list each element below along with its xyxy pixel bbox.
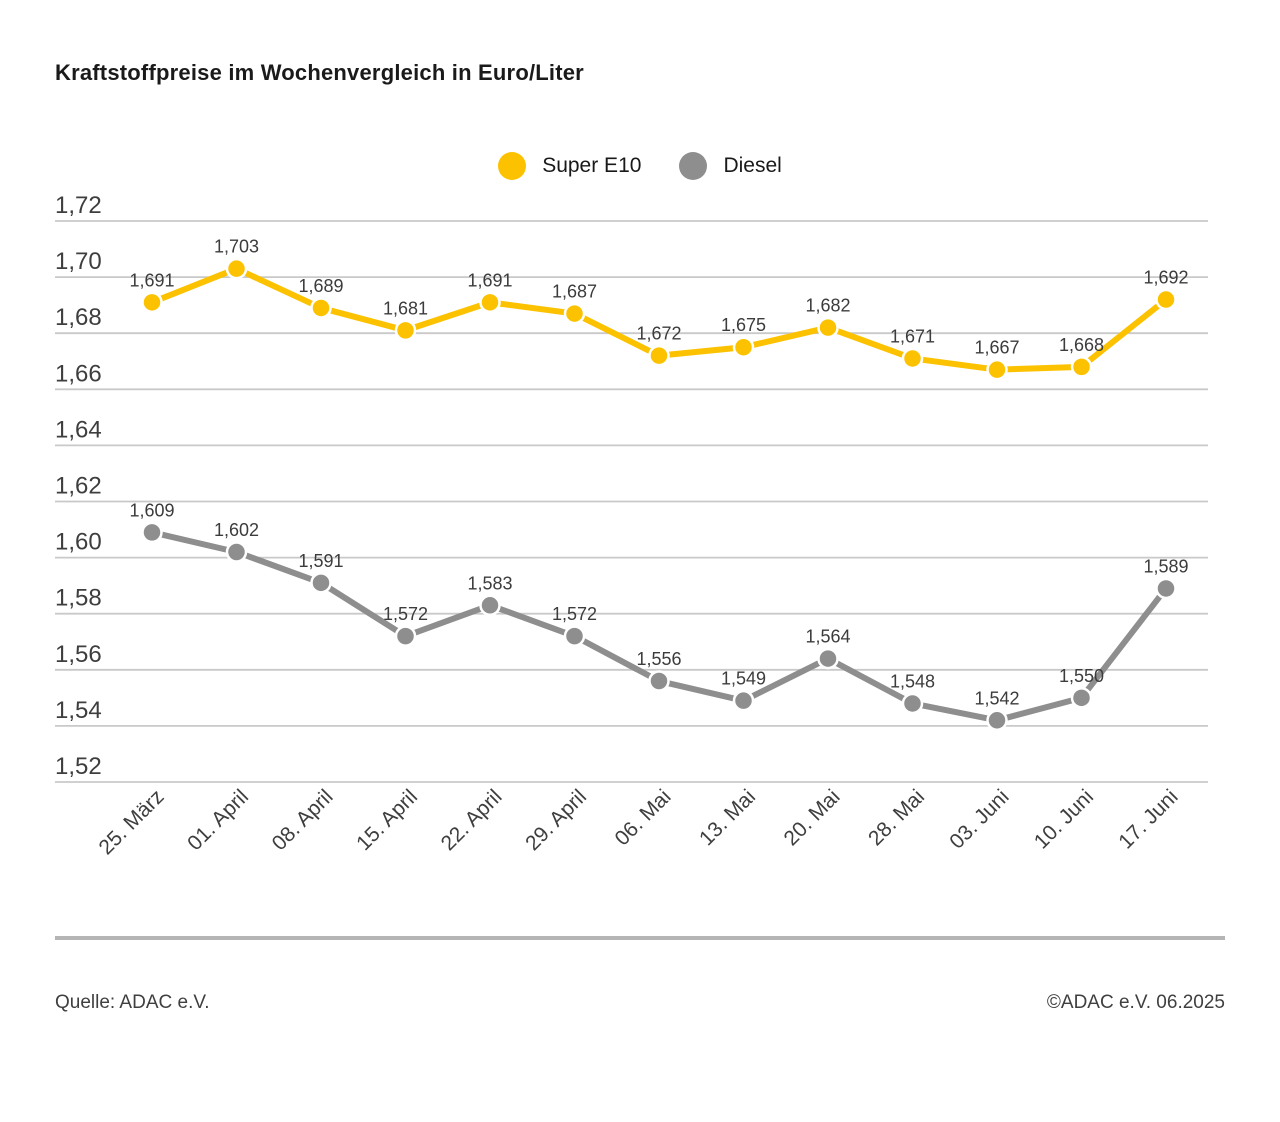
line-chart: 1,72 1,70 1,68 1,66 1,64 1,62 1,60 1,58 1,56 1,54… bbox=[55, 192, 1208, 859]
y-tick-label: 1,60 bbox=[55, 529, 102, 556]
x-tick-label: 17. Juni bbox=[1114, 785, 1182, 853]
x-tick-label: 15. April bbox=[352, 785, 422, 855]
data-point-marker bbox=[479, 594, 501, 617]
chart-legend: Super E10 Diesel bbox=[0, 152, 1280, 180]
data-point-marker bbox=[225, 257, 248, 280]
legend-label-super-e10: Super E10 bbox=[542, 154, 642, 177]
y-tick-label: 1,62 bbox=[55, 473, 102, 500]
data-point-label: 1,692 bbox=[1143, 268, 1188, 288]
data-point-label: 1,691 bbox=[129, 270, 174, 290]
data-point-label: 1,549 bbox=[721, 669, 766, 689]
data-point-marker bbox=[817, 316, 839, 339]
x-tick-label: 06. Mai bbox=[611, 785, 676, 850]
data-point-label: 1,668 bbox=[1059, 335, 1104, 355]
data-point-label: 1,687 bbox=[552, 282, 597, 302]
data-point-label: 1,591 bbox=[298, 551, 343, 571]
data-point-label: 1,556 bbox=[636, 649, 681, 669]
data-point-label: 1,672 bbox=[636, 324, 681, 344]
data-point-label: 1,675 bbox=[721, 315, 766, 335]
x-tick-label: 29. April bbox=[521, 785, 591, 855]
y-tick-label: 1,64 bbox=[55, 416, 102, 443]
data-point-marker bbox=[732, 336, 755, 358]
data-point-marker bbox=[479, 291, 501, 314]
x-tick-label: 10. Juni bbox=[1030, 785, 1098, 853]
data-point-label: 1,667 bbox=[974, 338, 1019, 358]
data-point-label: 1,583 bbox=[467, 573, 512, 593]
data-point-marker bbox=[986, 358, 1008, 381]
y-tick-label: 1,70 bbox=[55, 248, 102, 275]
data-point-label: 1,564 bbox=[805, 627, 850, 647]
data-point-label: 1,671 bbox=[890, 326, 935, 346]
x-tick-label: 25. März bbox=[94, 785, 168, 859]
x-tick-label: 22. April bbox=[437, 785, 507, 855]
data-point-marker bbox=[732, 689, 755, 712]
data-point-label: 1,589 bbox=[1143, 556, 1188, 576]
data-point-marker bbox=[394, 625, 417, 647]
data-point-marker bbox=[1070, 687, 1093, 709]
data-point-marker bbox=[817, 647, 839, 670]
data-point-label: 1,609 bbox=[129, 500, 174, 520]
x-tick-label: 20. Mai bbox=[780, 785, 845, 850]
data-point-label: 1,572 bbox=[383, 604, 428, 624]
y-tick-label: 1,72 bbox=[55, 192, 102, 219]
data-point-label: 1,691 bbox=[467, 270, 512, 290]
data-point-marker bbox=[563, 625, 586, 647]
data-point-marker bbox=[141, 291, 163, 314]
data-point-label: 1,682 bbox=[805, 296, 850, 316]
data-point-label: 1,602 bbox=[214, 520, 259, 540]
data-point-label: 1,703 bbox=[214, 237, 259, 257]
x-tick-label: 01. April bbox=[183, 785, 253, 855]
data-point-marker bbox=[310, 572, 332, 594]
footer-separator bbox=[55, 936, 1225, 940]
data-point-marker bbox=[1155, 288, 1177, 311]
diesel-legend-marker-icon bbox=[679, 152, 708, 180]
x-tick-label: 08. April bbox=[268, 785, 338, 855]
y-tick-label: 1,66 bbox=[55, 360, 102, 387]
y-tick-label: 1,68 bbox=[55, 304, 102, 331]
x-tick-label: 03. Juni bbox=[945, 785, 1013, 853]
data-point-label: 1,689 bbox=[298, 276, 343, 296]
legend-label-diesel: Diesel bbox=[723, 154, 782, 177]
legend-item-super-e10: Super E10 bbox=[498, 152, 641, 180]
data-point-marker bbox=[901, 347, 924, 370]
copyright-note: ©ADAC e.V. 06.2025 bbox=[1046, 992, 1225, 1013]
footer: Quelle: ADAC e.V. ©ADAC e.V. 06.2025 bbox=[55, 992, 1225, 1014]
data-point-marker bbox=[225, 541, 248, 563]
y-tick-label: 1,54 bbox=[55, 697, 102, 724]
x-tick-label: 28. Mai bbox=[864, 785, 929, 850]
data-point-marker bbox=[1155, 577, 1177, 600]
y-tick-label: 1,56 bbox=[55, 641, 102, 668]
data-point-marker bbox=[394, 319, 417, 342]
source-note: Quelle: ADAC e.V. bbox=[55, 992, 210, 1013]
data-point-marker bbox=[986, 709, 1008, 732]
data-point-marker bbox=[141, 521, 163, 544]
data-point-marker bbox=[648, 670, 670, 692]
data-point-label: 1,572 bbox=[552, 604, 597, 624]
super-e10-legend-marker-icon bbox=[498, 152, 527, 180]
data-point-marker bbox=[901, 692, 924, 715]
data-point-marker bbox=[648, 344, 670, 367]
data-point-marker bbox=[563, 302, 586, 325]
x-tick-label: 13. Mai bbox=[695, 785, 760, 850]
data-point-label: 1,542 bbox=[974, 688, 1019, 708]
chart-title: Kraftstoffpreise im Wochenvergleich in E… bbox=[55, 60, 584, 85]
data-point-marker bbox=[310, 297, 332, 319]
data-point-marker bbox=[1070, 356, 1093, 378]
y-tick-label: 1,58 bbox=[55, 585, 102, 612]
y-tick-label: 1,52 bbox=[55, 753, 102, 780]
data-point-label: 1,681 bbox=[383, 298, 428, 318]
legend-item-diesel: Diesel bbox=[679, 152, 782, 180]
data-point-label: 1,550 bbox=[1059, 666, 1104, 686]
data-point-label: 1,548 bbox=[890, 671, 935, 691]
